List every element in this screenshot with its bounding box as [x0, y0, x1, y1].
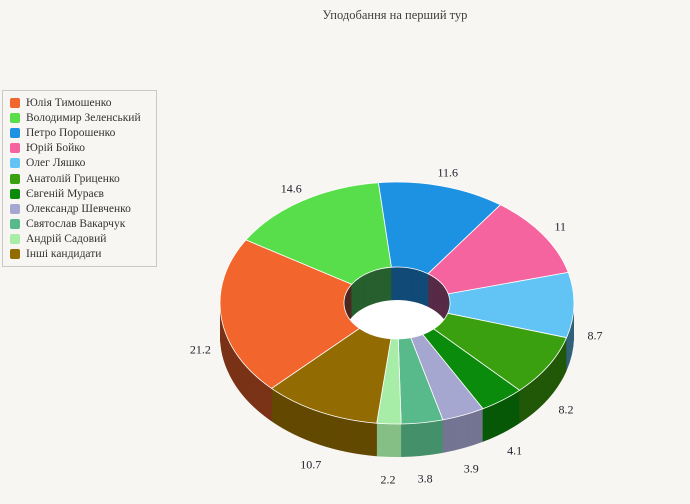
slice-value-label-0: 21.2 [189, 342, 211, 357]
legend-item-2[interactable]: Петро Порошенко [10, 125, 156, 140]
slice-value-label-1: 14.6 [280, 181, 302, 196]
legend-swatch-icon [10, 173, 20, 184]
slice-value-label-2: 11.6 [437, 165, 459, 179]
legend-item-10[interactable]: Інші кандидати [10, 247, 156, 262]
legend-swatch-icon [10, 219, 20, 230]
pie-slice-10[interactable] [271, 328, 392, 424]
pie-slice-2[interactable] [378, 181, 501, 275]
legend-item-3[interactable]: Юрій Бойко [10, 141, 156, 156]
slice-value-label-10: 10.7 [300, 457, 322, 472]
slice-value-label-9: 2.2 [380, 472, 396, 487]
legend-swatch-icon [10, 249, 20, 260]
legend-item-label: Володимир Зеленський [26, 111, 141, 124]
legend: Юлія Тимошенко Володимир Зеленський Петро … [2, 90, 157, 268]
legend-swatch-icon [10, 112, 20, 123]
slice-value-label-5: 8.2 [558, 402, 574, 417]
legend-swatch-icon [10, 234, 20, 245]
legend-swatch-icon [10, 203, 20, 214]
slice-value-label-4: 8.7 [587, 328, 603, 343]
chart-title: Уподобання на перший тур [322, 8, 468, 22]
pie-slice-0[interactable] [219, 239, 360, 389]
legend-swatch-icon [10, 158, 20, 169]
legend-item-8[interactable]: Святослав Вакарчук [10, 217, 156, 232]
legend-swatch-icon [10, 127, 20, 138]
slice-value-label-6: 4.1 [507, 443, 523, 458]
legend-item-5[interactable]: Анатолій Гриценко [10, 171, 156, 186]
pie-slice-1[interactable] [245, 182, 392, 285]
legend-item-label: Юлія Тимошенко [26, 96, 112, 109]
legend-item-label: Юрій Бойко [26, 142, 86, 155]
legend-item-label: Святослав Вакарчук [26, 218, 126, 231]
legend-item-label: Олег Ляшко [26, 157, 86, 170]
legend-item-label: Андрій Садовий [26, 233, 107, 246]
legend-item-4[interactable]: Олег Ляшко [10, 156, 156, 171]
legend-swatch-icon [10, 97, 20, 108]
legend-swatch-icon [10, 143, 20, 154]
legend-item-1[interactable]: Володимир Зеленський [10, 110, 156, 125]
slice-value-label-8: 3.8 [417, 471, 433, 485]
donut-inner-wall-shade [344, 267, 450, 339]
slice-value-label-7: 3.9 [463, 461, 479, 476]
legend-item-label: Євгеній Мураєв [26, 187, 104, 200]
legend-swatch-icon [10, 188, 20, 199]
legend-item-0[interactable]: Юлія Тимошенко [10, 95, 156, 110]
legend-item-label: Петро Порошенко [26, 126, 116, 139]
legend-item-9[interactable]: Андрій Садовий [10, 232, 156, 247]
pie-slice-3[interactable] [427, 204, 569, 295]
legend-item-label: Анатолій Гриценко [26, 172, 120, 185]
legend-item-label: Олександр Шевченко [26, 202, 131, 215]
legend-item-7[interactable]: Олександр Шевченко [10, 201, 156, 216]
legend-item-6[interactable]: Євгеній Мураєв [10, 186, 156, 201]
slice-value-label-3: 11 [554, 219, 567, 234]
legend-item-label: Інші кандидати [26, 248, 102, 261]
